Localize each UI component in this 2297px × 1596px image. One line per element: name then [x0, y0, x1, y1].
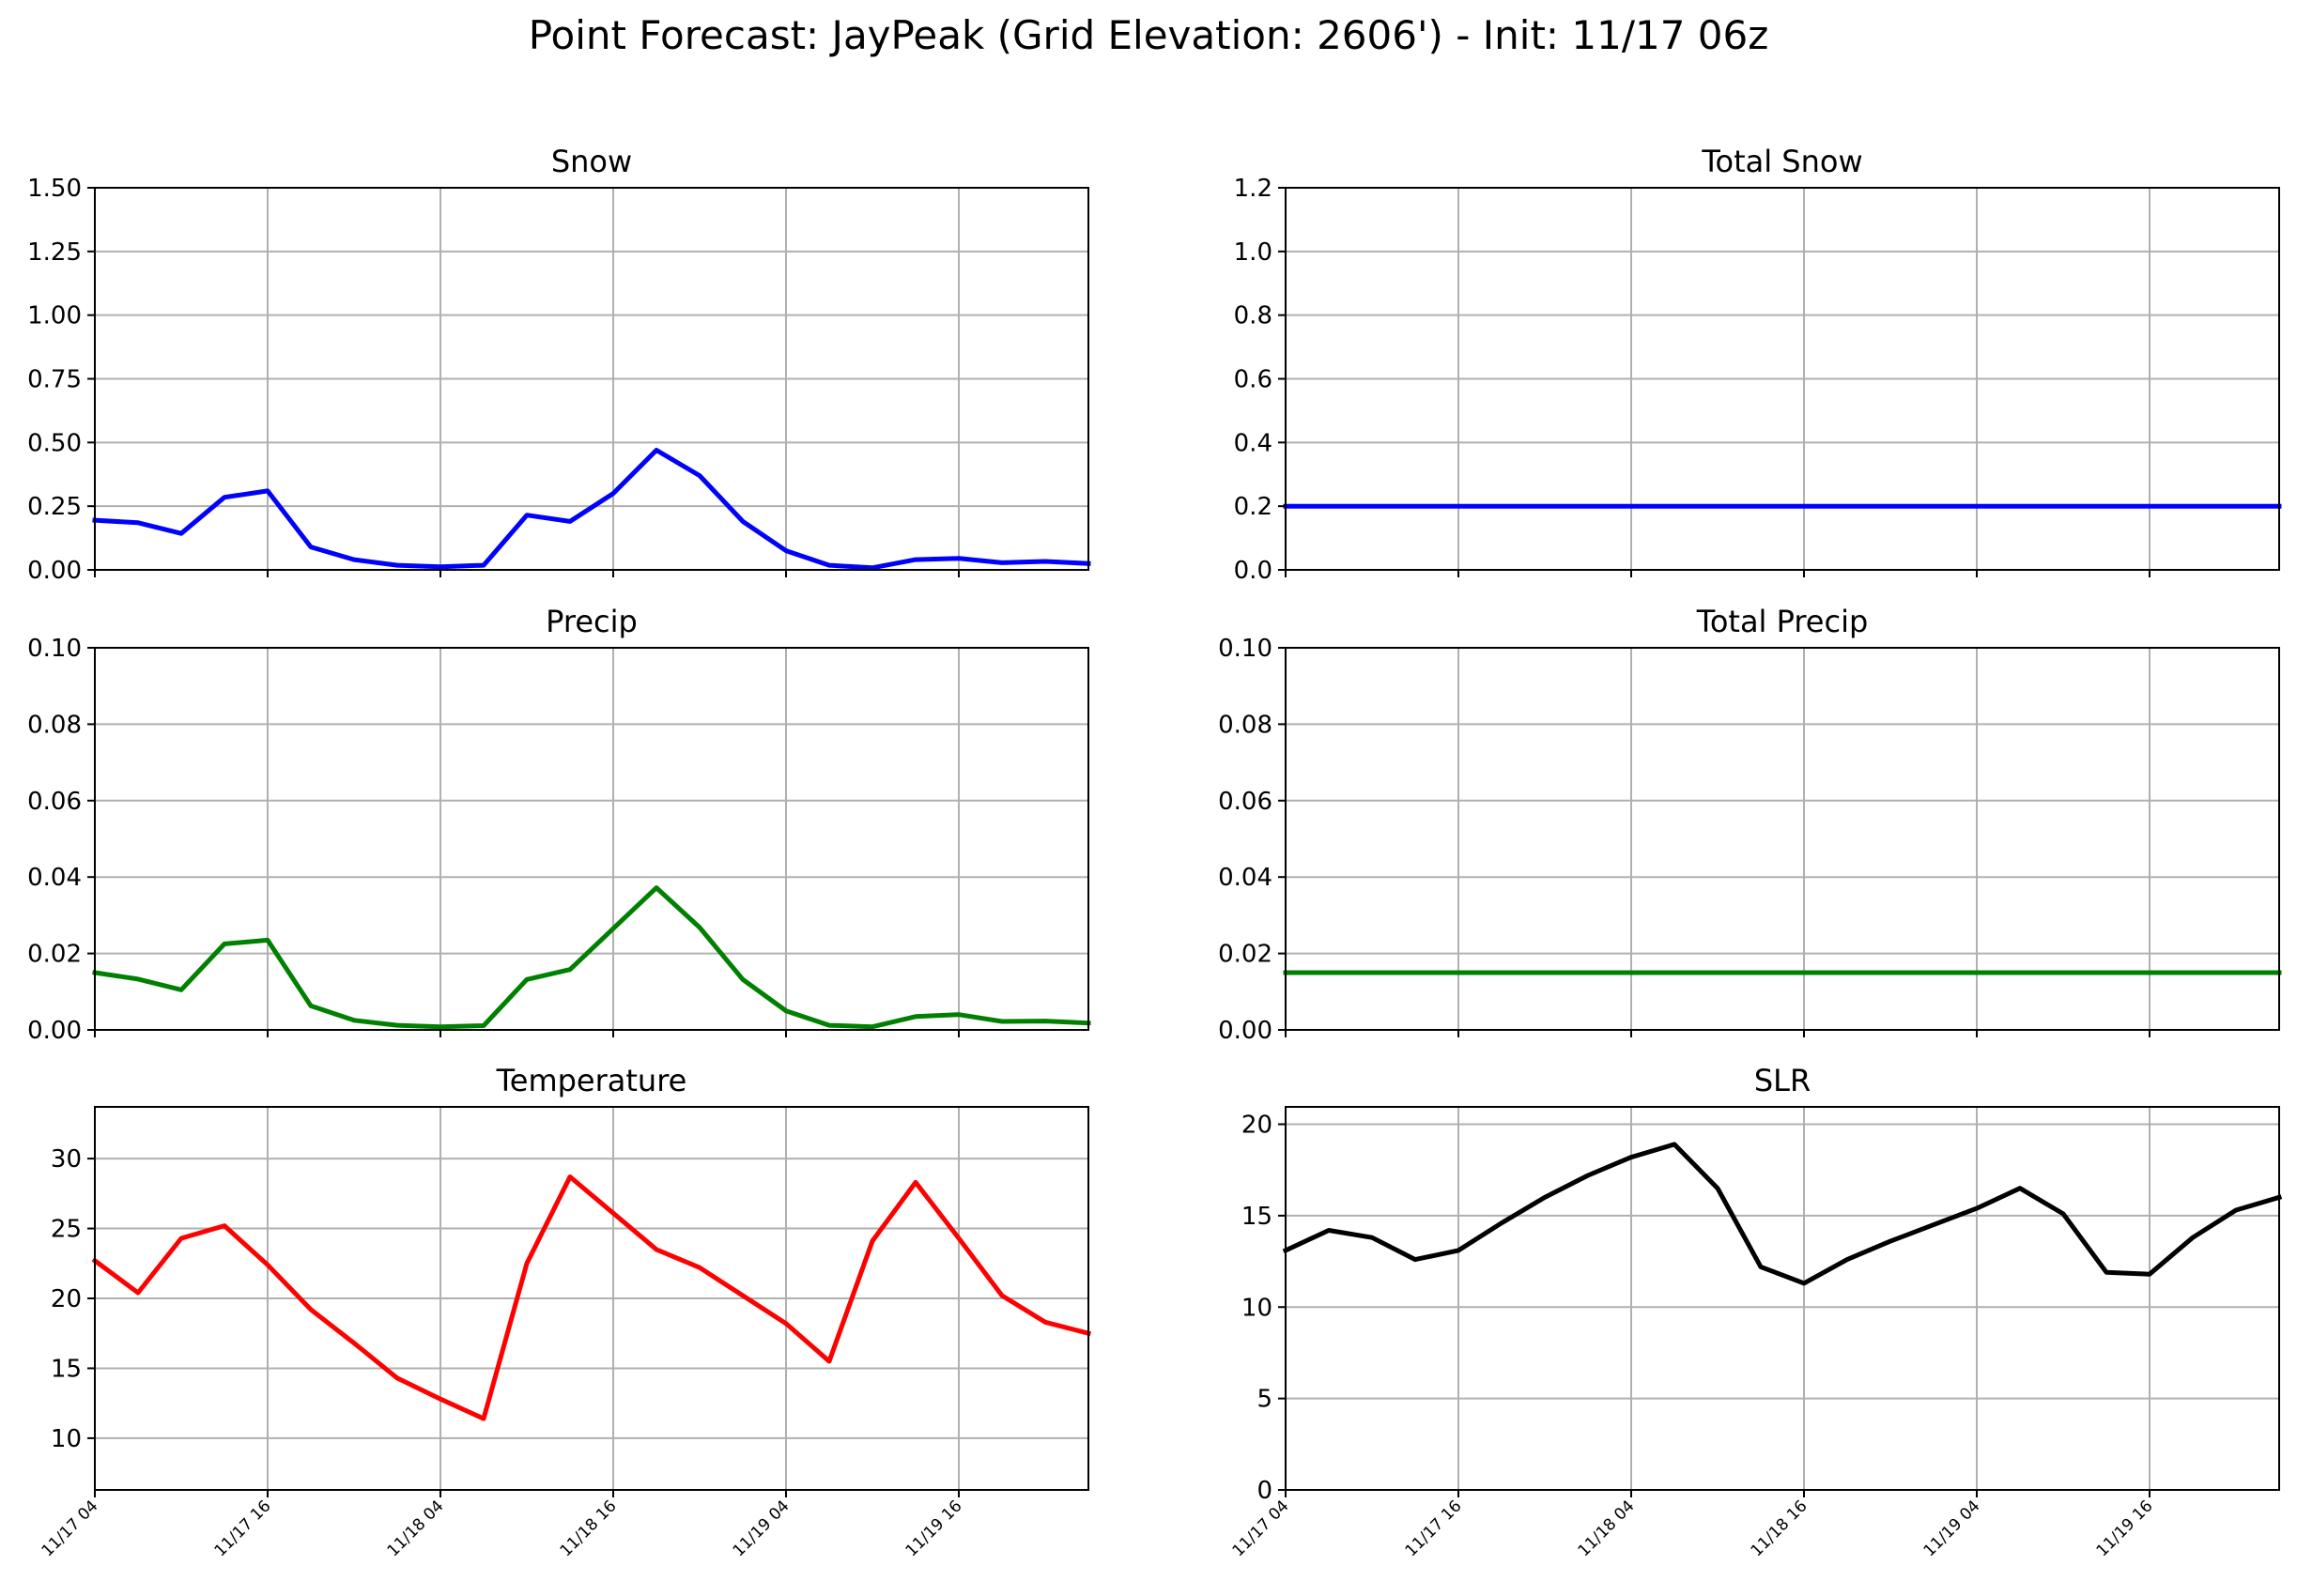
temperature-xtick-label-1: 11/17 16 [211, 1496, 275, 1560]
total-precip-axes-frame [1285, 647, 2280, 1031]
temperature-ytick-label-1: 15 [51, 1355, 82, 1383]
precip-ytick-label-1: 0.02 [27, 941, 82, 969]
precip-ytick-label-0: 0.00 [27, 1017, 82, 1045]
temperature-ytick-label-2: 20 [51, 1285, 82, 1313]
total-precip-ytick-label-3: 0.06 [1218, 788, 1272, 816]
precip-axes-frame [94, 647, 1089, 1031]
total-snow-ytick-label-1: 0.2 [1234, 493, 1272, 521]
snow-panel: Snow 0.00 0.25 0.50 0.75 1.00 1.25 1.50 [27, 144, 1091, 585]
snow-ytick-label-1: 0.25 [27, 493, 82, 521]
temperature-series-line [91, 1174, 1092, 1421]
slr-xtick-label-3: 11/18 16 [1748, 1496, 1811, 1560]
temperature-title: Temperature [496, 1063, 687, 1098]
temperature-panel: Temperature 10 15 20 25 30 11/17 04 11/17 16 11/… [39, 1063, 1092, 1560]
snow-series-line [92, 448, 1091, 571]
slr-ytick-label-4: 20 [1241, 1112, 1272, 1140]
slr-series-line [1282, 1142, 2283, 1286]
slr-axes-frame [1285, 1106, 2280, 1491]
slr-xtick-label-4: 11/19 04 [1920, 1496, 1984, 1560]
slr-panel: SLR 0 5 10 15 20 11/17 04 11/17 16 11/18 04 11/18… [1229, 1063, 2283, 1560]
precip-ytick-label-5: 0.10 [27, 635, 82, 663]
temperature-xtick-label-0: 11/17 04 [39, 1496, 102, 1560]
temperature-ytick-label-0: 10 [51, 1425, 82, 1453]
slr-ytick-label-3: 15 [1241, 1203, 1272, 1231]
total-precip-ytick-label-4: 0.08 [1218, 711, 1272, 739]
total-precip-ytick-label-2: 0.04 [1218, 864, 1272, 892]
temperature-xtick-label-3: 11/18 16 [557, 1496, 621, 1560]
precip-ytick-label-3: 0.06 [27, 788, 82, 816]
temperature-ytick-label-3: 25 [51, 1216, 82, 1244]
precip-ytick-label-2: 0.04 [27, 864, 82, 892]
total-snow-panel: Total Snow 0.0 0.2 0.4 0.6 0.8 1.0 1.2 [1234, 144, 2282, 585]
total-snow-ytick-label-6: 1.2 [1234, 175, 1272, 203]
total-snow-ytick-label-3: 0.6 [1234, 366, 1272, 394]
slr-title: SLR [1754, 1063, 1811, 1098]
precip-panel: Precip 0.00 0.02 0.04 0.06 0.08 0.10 [27, 604, 1091, 1045]
total-snow-title: Total Snow [1701, 144, 1862, 179]
snow-ytick-label-5: 1.25 [27, 238, 82, 267]
total-precip-ytick-label-0: 0.00 [1218, 1017, 1272, 1045]
precip-ytick-label-4: 0.08 [27, 711, 82, 739]
slr-ytick-label-1: 5 [1256, 1386, 1272, 1414]
slr-xtick-label-0: 11/17 04 [1229, 1496, 1293, 1560]
snow-title: Snow [551, 144, 632, 179]
figure-title: Point Forecast: JayPeak (Grid Elevation:… [529, 12, 1769, 58]
temperature-xtick-label-2: 11/18 04 [384, 1496, 448, 1560]
precip-title: Precip [546, 604, 638, 639]
slr-xtick-label-1: 11/17 16 [1402, 1496, 1466, 1560]
total-precip-panel: Total Precip 0.00 0.02 0.04 0.06 0.08 0.10 [1218, 604, 2282, 1045]
snow-ytick-label-3: 0.75 [27, 366, 82, 394]
snow-ytick-label-6: 1.50 [27, 175, 82, 203]
temperature-xtick-label-4: 11/19 04 [730, 1496, 794, 1560]
snow-ytick-label-4: 1.00 [27, 302, 82, 330]
total-snow-ytick-label-0: 0.0 [1234, 557, 1272, 585]
slr-xtick-label-2: 11/18 04 [1575, 1496, 1639, 1560]
total-precip-title: Total Precip [1696, 604, 1869, 639]
total-snow-ytick-label-5: 1.0 [1234, 238, 1272, 267]
total-snow-ytick-label-2: 0.4 [1234, 429, 1272, 457]
temperature-ytick-label-4: 30 [51, 1145, 82, 1174]
slr-xtick-label-5: 11/19 16 [2093, 1496, 2157, 1560]
snow-ytick-label-0: 0.00 [27, 557, 82, 585]
snow-ytick-label-2: 0.50 [27, 429, 82, 457]
precip-series-line [92, 885, 1091, 1030]
total-precip-ytick-label-1: 0.02 [1218, 941, 1272, 969]
slr-ytick-label-2: 10 [1241, 1294, 1272, 1322]
temperature-xtick-label-5: 11/19 16 [902, 1496, 966, 1560]
total-snow-ytick-label-4: 0.8 [1234, 302, 1272, 330]
slr-ytick-label-0: 0 [1256, 1477, 1272, 1505]
total-precip-ytick-label-5: 0.10 [1218, 635, 1272, 663]
